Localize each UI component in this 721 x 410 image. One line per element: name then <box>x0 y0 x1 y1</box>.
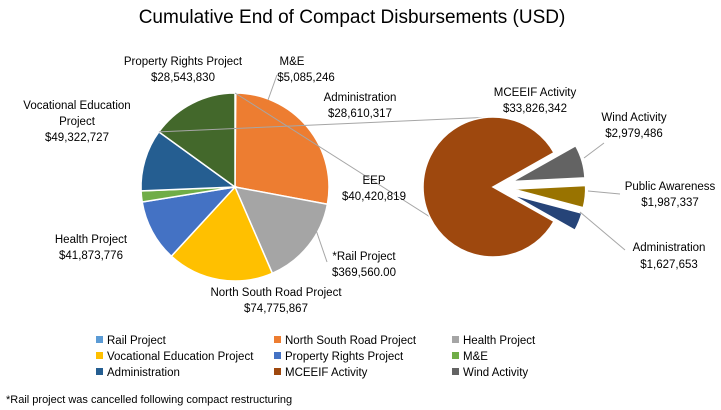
value-mceeif: $33,826,342 <box>503 103 567 115</box>
label-property-rights: Property Rights Project <box>124 56 243 68</box>
value-me: $5,085,246 <box>277 72 335 84</box>
leader-wind <box>583 142 605 159</box>
breakout-pie <box>422 116 587 258</box>
value-eep: $40,420,819 <box>342 191 406 203</box>
legend-label-health-project: Health Project <box>463 335 536 347</box>
main-pie <box>140 92 330 282</box>
pie-slice-health <box>233 186 329 275</box>
legend: Rail Project North South Road Project Heal… <box>96 335 536 379</box>
label-administration: Administration <box>324 92 397 104</box>
legend-label-north-south-road-project: North South Road Project <box>285 335 417 347</box>
legend-swatch-administration <box>96 368 103 375</box>
breakout-slice-mceeif <box>422 116 556 258</box>
label-administration-breakout: Administration <box>633 242 706 254</box>
legend-label-administration: Administration <box>107 367 180 379</box>
label-north-south-road: North South Road Project <box>210 287 342 299</box>
pie-slice-nsr <box>234 92 330 206</box>
breakout-slice-wind <box>511 144 586 183</box>
legend-swatch-vocational-education-project <box>96 352 103 359</box>
legend-swatch-property-rights-project <box>274 352 281 359</box>
label-vocational-education: Vocational Education <box>23 100 130 112</box>
leader-rail <box>315 229 328 263</box>
value-wind: $2,979,486 <box>605 128 663 140</box>
label-rail: *Rail Project <box>332 251 396 263</box>
legend-swatch-wind-activity <box>452 368 459 375</box>
connector-top <box>158 116 494 133</box>
label-mceeif: MCEEIF Activity <box>494 87 577 99</box>
legend-swatch-north-south-road-project <box>274 336 281 343</box>
legend-label-mceeif-activity: MCEEIF Activity <box>285 367 368 379</box>
value-health: $41,873,776 <box>59 250 123 262</box>
legend-label-rail-project: Rail Project <box>107 335 167 347</box>
pie-slice-voc <box>170 185 274 282</box>
label-me: M&E <box>280 56 305 68</box>
value-property-rights: $28,543,830 <box>151 72 215 84</box>
value-rail: $369,560.00 <box>332 267 396 279</box>
leader-me <box>267 74 278 101</box>
label-health: Health Project <box>55 234 128 246</box>
legend-swatch-m-e <box>452 352 459 359</box>
chart-title: Cumulative End of Compact Disbursements … <box>139 7 566 28</box>
value-vocational-education: $49,322,727 <box>45 132 109 144</box>
leader-administration-breakout <box>579 211 626 251</box>
legend-label-m-e: M&E <box>463 351 488 363</box>
value-administration-breakout: $1,627,653 <box>640 259 698 271</box>
label-vocational-education-line2: Project <box>59 116 96 128</box>
value-public-awareness: $1,987,337 <box>641 197 699 209</box>
legend-label-property-rights-project: Property Rights Project <box>285 351 404 363</box>
data-labels: Property Rights Project $28,543,830 M&E $5,… <box>23 56 715 315</box>
legend-label-wind-activity: Wind Activity <box>463 367 528 379</box>
leader-public-awareness <box>587 190 621 195</box>
value-north-south-road: $74,775,867 <box>244 303 308 315</box>
label-public-awareness: Public Awareness <box>625 181 716 193</box>
legend-swatch-mceeif-activity <box>274 368 281 375</box>
label-wind: Wind Activity <box>601 112 666 124</box>
legend-label-vocational-education-project: Vocational Education Project <box>107 351 254 363</box>
footnote: *Rail project was cancelled following co… <box>6 394 292 406</box>
pie-slice-eep <box>157 92 236 189</box>
legend-swatch-rail-project <box>96 336 103 343</box>
label-eep: EEP <box>362 175 385 187</box>
value-administration: $28,610,317 <box>328 108 392 120</box>
breakout-slice-pa <box>512 184 587 209</box>
legend-swatch-health-project <box>452 336 459 343</box>
